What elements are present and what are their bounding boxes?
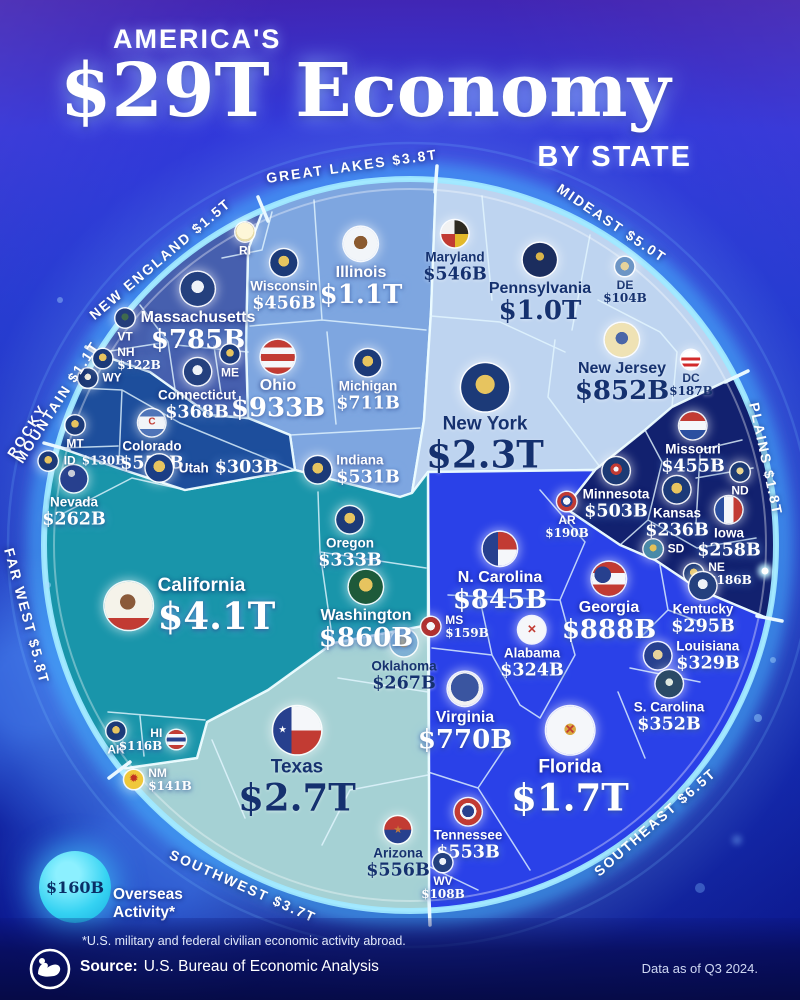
- circle-rim-inner: [53, 188, 767, 902]
- region-cells: [43, 177, 778, 912]
- overseas-value: $160B: [45, 877, 105, 897]
- circle-rim: [41, 176, 779, 914]
- overseas-activity-bubble: $160B: [39, 851, 111, 923]
- overseas-label: Overseas Activity*: [113, 886, 183, 921]
- circle-halo: [27, 162, 793, 928]
- cell-boundaries: [59, 195, 757, 891]
- source-text: U.S. Bureau of Economic Analysis: [143, 958, 379, 975]
- title-kicker: AMERICA'S: [113, 24, 282, 54]
- visual-capitalist-logo: [29, 948, 71, 990]
- region-ticks: [42, 164, 784, 927]
- footer-band: [0, 918, 800, 1000]
- title-subtitle: BY STATE: [537, 141, 692, 173]
- footnote: *U.S. military and federal civilian econ…: [82, 934, 406, 948]
- bokeh-dots: [45, 297, 776, 909]
- source-label: Source:: [80, 958, 138, 975]
- page-title: $29T Economy: [60, 48, 671, 134]
- data-note: Data as of Q3 2024.: [641, 961, 758, 976]
- source-line: Source: U.S. Bureau of Economic Analysis: [80, 958, 379, 976]
